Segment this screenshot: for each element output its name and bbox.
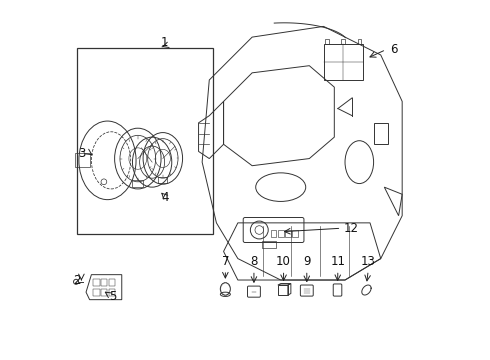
Text: 8: 8 xyxy=(250,255,258,267)
Text: 4: 4 xyxy=(161,192,169,204)
Text: 13: 13 xyxy=(361,255,376,267)
Bar xyxy=(325,39,329,44)
Text: 6: 6 xyxy=(390,43,397,56)
Bar xyxy=(278,230,284,237)
Text: 12: 12 xyxy=(343,222,358,235)
Text: 9: 9 xyxy=(303,255,311,267)
Text: 3: 3 xyxy=(79,147,86,160)
Text: 1: 1 xyxy=(161,36,169,49)
Bar xyxy=(373,123,388,144)
Bar xyxy=(109,289,115,296)
Bar xyxy=(270,230,276,237)
Bar xyxy=(93,279,99,286)
Bar xyxy=(109,279,115,286)
Text: 11: 11 xyxy=(330,255,345,267)
Bar xyxy=(285,230,291,237)
Bar xyxy=(101,279,107,286)
Bar xyxy=(101,289,107,296)
Bar xyxy=(358,39,361,44)
Bar xyxy=(323,44,363,80)
Bar xyxy=(342,39,345,44)
Bar xyxy=(262,241,276,248)
Bar xyxy=(77,48,213,234)
Bar xyxy=(292,230,298,237)
Bar xyxy=(75,153,90,167)
Text: 10: 10 xyxy=(276,255,291,267)
Bar xyxy=(278,285,288,295)
Text: 2: 2 xyxy=(73,274,81,287)
Bar xyxy=(158,177,168,183)
Text: 7: 7 xyxy=(221,255,229,267)
Bar xyxy=(93,289,99,296)
Text: 5: 5 xyxy=(109,289,117,303)
Bar xyxy=(132,180,143,187)
